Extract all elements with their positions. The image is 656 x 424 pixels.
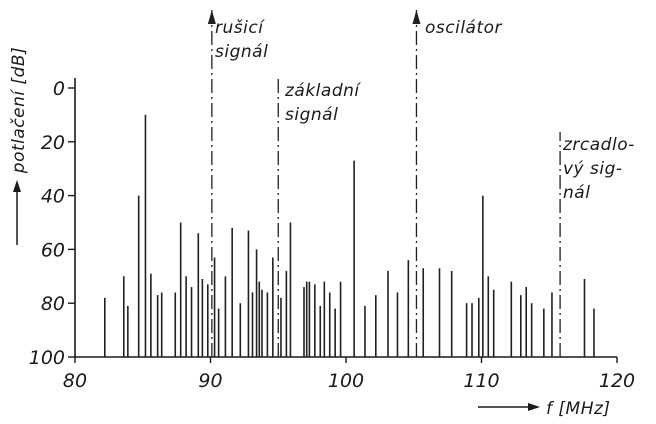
annotation-text: signál: [215, 42, 268, 62]
annotation-text: oscilátor: [425, 18, 503, 38]
x-tick-label: 110: [463, 370, 499, 392]
spectral-lines: [104, 114, 595, 357]
y-tick-label: 0: [53, 78, 65, 100]
y-tick-label: 100: [29, 347, 65, 369]
y-axis-title: potlačení [dB]: [9, 47, 29, 174]
marker-arrowhead: [207, 10, 216, 24]
annotation-text: nál: [563, 183, 590, 203]
x-tick-label: 100: [328, 370, 364, 392]
x-tick-label: 80: [63, 370, 87, 392]
y-axis-arrow-head: [13, 180, 21, 192]
x-tick-label: 90: [198, 370, 222, 392]
marker-arrowhead: [412, 10, 421, 24]
annotations: rušicí signál základní signál oscilátor zrcad…: [207, 10, 635, 357]
axes: [13, 78, 618, 411]
y-tick-label: 20: [41, 132, 65, 154]
x-tick-label: 120: [599, 370, 635, 392]
x-axis-arrow-head: [528, 403, 540, 411]
annotation-text: vý sig-: [563, 159, 623, 179]
annotation-text: základní: [284, 81, 361, 101]
annotation-text: rušicí: [215, 18, 265, 38]
x-axis-title: f [MHz]: [546, 399, 611, 419]
annotation-text: zrcadlo-: [562, 135, 635, 155]
y-tick-label: 80: [41, 293, 65, 315]
y-tick-label: 60: [41, 239, 65, 261]
y-tick-label: 40: [41, 186, 65, 208]
annotation-text: signál: [285, 105, 338, 125]
